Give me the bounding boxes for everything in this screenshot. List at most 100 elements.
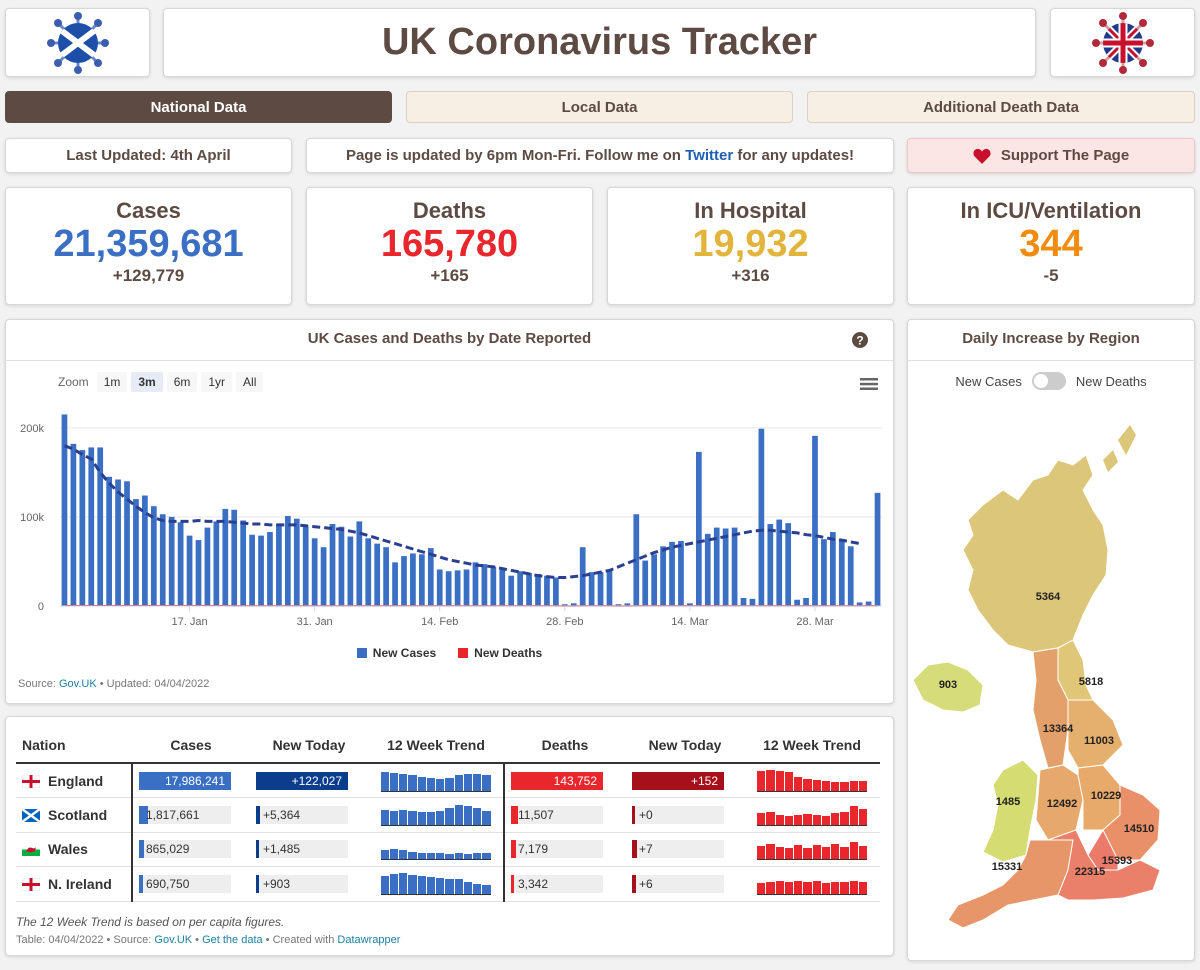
case-bar[interactable] (150, 506, 157, 606)
cases-deaths-toggle[interactable] (1031, 372, 1066, 390)
zoom-6m-button[interactable]: 6m (166, 372, 198, 392)
case-bar[interactable] (222, 508, 229, 606)
zoom-3m-button[interactable]: 3m (131, 372, 163, 392)
case-bar[interactable] (463, 569, 470, 606)
case-bar[interactable] (499, 567, 506, 606)
tab-national-data[interactable]: National Data (5, 91, 392, 123)
case-bar[interactable] (678, 540, 684, 606)
case-bar[interactable] (526, 573, 532, 606)
case-bar[interactable] (177, 522, 184, 606)
case-bar[interactable] (847, 546, 854, 606)
case-bar[interactable] (588, 572, 595, 606)
case-bar[interactable] (115, 479, 121, 606)
case-bar[interactable] (606, 570, 613, 606)
case-bar[interactable] (97, 447, 104, 606)
twitter-link[interactable]: Twitter (685, 147, 734, 164)
legend-new-deaths[interactable]: New Deaths (458, 646, 542, 660)
case-bar[interactable] (713, 527, 720, 606)
case-bar[interactable] (561, 604, 568, 606)
case-bar[interactable] (785, 523, 792, 606)
case-bar[interactable] (436, 569, 443, 606)
case-bar[interactable] (749, 598, 756, 606)
case-bar[interactable] (213, 521, 220, 606)
case-bar[interactable] (829, 532, 836, 606)
case-bar[interactable] (374, 543, 381, 606)
case-bar[interactable] (874, 492, 881, 606)
case-bar[interactable] (865, 601, 872, 606)
case-bar[interactable] (687, 603, 693, 606)
case-bar[interactable] (758, 428, 765, 606)
region-scotland[interactable] (962, 454, 1109, 653)
case-bar[interactable] (633, 514, 640, 606)
case-bar[interactable] (383, 547, 389, 606)
case-bar[interactable] (88, 447, 95, 606)
case-bar[interactable] (508, 575, 515, 606)
question-circle-icon[interactable]: ? (851, 331, 869, 349)
case-bar[interactable] (731, 527, 738, 606)
case-bar[interactable] (615, 604, 622, 606)
case-bar[interactable] (276, 524, 282, 606)
case-bar[interactable] (821, 539, 827, 606)
support-button[interactable]: Support The Page (907, 138, 1195, 173)
case-bar[interactable] (401, 556, 407, 606)
table-source-link[interactable]: Gov.UK (154, 934, 193, 946)
case-bar[interactable] (856, 602, 863, 606)
region-yorkshire[interactable] (1067, 699, 1124, 769)
case-bar[interactable] (767, 524, 774, 606)
case-bar[interactable] (70, 443, 77, 606)
case-bar[interactable] (517, 571, 524, 606)
case-bar[interactable] (320, 547, 327, 606)
case-bar[interactable] (651, 554, 658, 606)
case-bar[interactable] (267, 532, 273, 606)
case-bar[interactable] (124, 481, 130, 606)
case-bar[interactable] (240, 520, 247, 606)
case-bar[interactable] (106, 476, 113, 606)
case-bar[interactable] (61, 414, 68, 606)
tab-additional-death-data[interactable]: Additional Death Data (807, 91, 1195, 123)
case-bar[interactable] (356, 521, 363, 606)
case-bar[interactable] (570, 603, 577, 606)
region-wales[interactable] (982, 759, 1039, 863)
hamburger-menu-icon[interactable] (860, 377, 878, 391)
case-bar[interactable] (722, 528, 729, 606)
zoom-1yr-button[interactable]: 1yr (201, 372, 233, 392)
zoom-1m-button[interactable]: 1m (96, 372, 128, 392)
case-bar[interactable] (454, 570, 461, 606)
case-bar[interactable] (79, 450, 86, 606)
get-data-link[interactable]: Get the data (202, 934, 263, 946)
case-bar[interactable] (776, 519, 783, 606)
zoom-all-button[interactable]: All (236, 372, 264, 392)
case-bar[interactable] (410, 553, 416, 606)
case-bar[interactable] (445, 571, 452, 606)
case-bar[interactable] (704, 533, 711, 606)
case-bar[interactable] (642, 560, 649, 606)
case-bar[interactable] (258, 535, 264, 606)
case-bar[interactable] (427, 548, 434, 606)
case-bar[interactable] (338, 526, 345, 606)
case-bar[interactable] (231, 509, 238, 606)
legend-new-cases[interactable]: New Cases (356, 646, 436, 660)
case-bar[interactable] (481, 564, 488, 606)
case-bar[interactable] (186, 535, 193, 606)
case-bar[interactable] (553, 577, 559, 606)
case-bar[interactable] (195, 540, 202, 606)
case-bar[interactable] (535, 573, 541, 606)
case-bar[interactable] (472, 562, 479, 606)
case-bar[interactable] (803, 597, 809, 606)
case-bar[interactable] (392, 562, 398, 606)
case-bar[interactable] (204, 527, 211, 606)
case-bar[interactable] (329, 524, 336, 606)
case-bar[interactable] (159, 514, 166, 606)
case-bar[interactable] (624, 603, 631, 606)
region-south-east[interactable] (1047, 829, 1161, 901)
case-bar[interactable] (794, 599, 800, 606)
chart-source-link[interactable]: Gov.UK (58, 678, 97, 690)
case-bar[interactable] (142, 495, 148, 606)
datawrapper-link[interactable]: Datawrapper (337, 934, 401, 946)
case-bar[interactable] (365, 538, 372, 606)
region-northern-ireland[interactable] (912, 661, 984, 713)
case-bar[interactable] (168, 516, 175, 606)
case-bar[interactable] (695, 451, 702, 606)
case-bar[interactable] (838, 539, 845, 606)
case-bar[interactable] (311, 538, 318, 606)
